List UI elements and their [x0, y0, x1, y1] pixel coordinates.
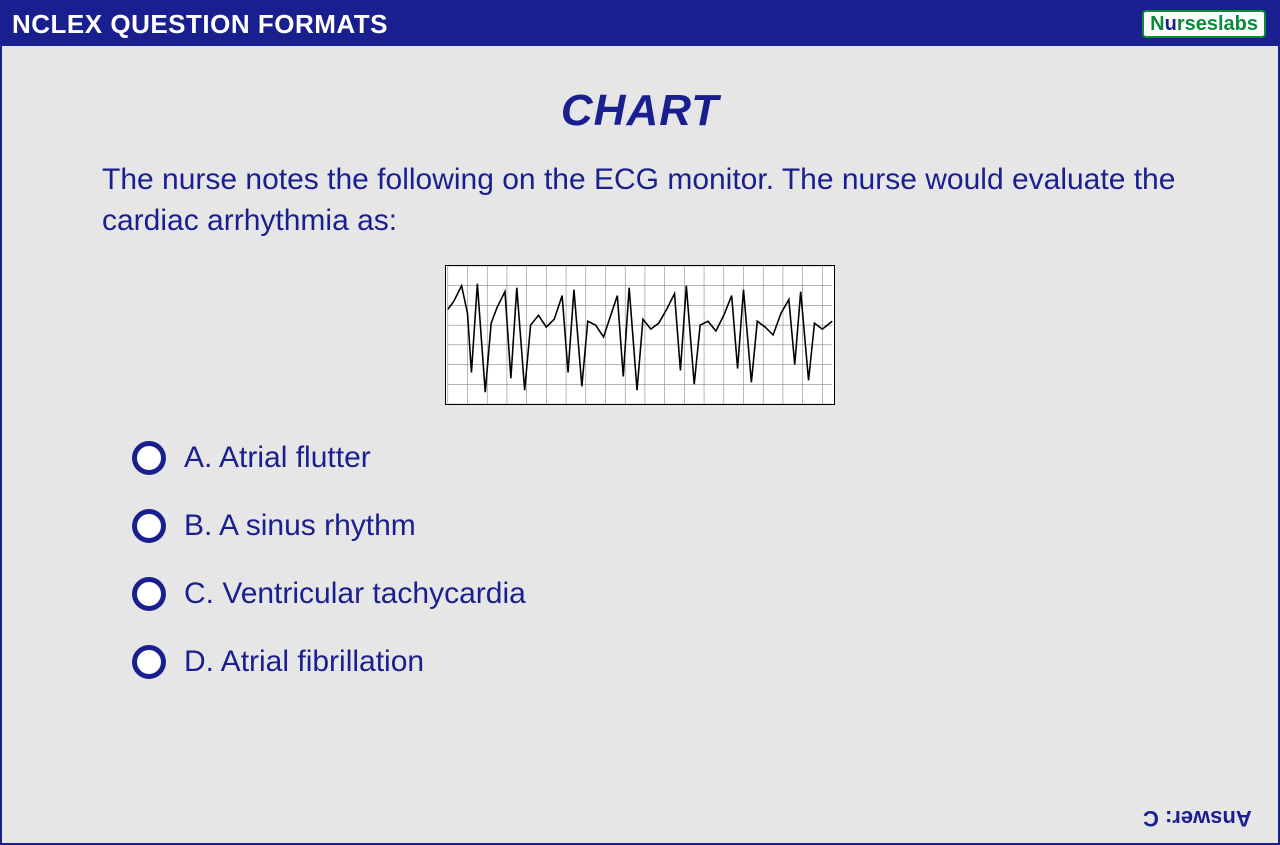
radio-icon[interactable] — [132, 441, 166, 475]
ecg-container — [82, 265, 1198, 405]
option-label: C. Ventricular tachycardia — [184, 577, 526, 611]
section-label: CHART — [82, 86, 1198, 136]
option-label: B. A sinus rhythm — [184, 509, 416, 543]
nurseslabs-logo: Nurseslabs — [1142, 10, 1266, 38]
ecg-chart — [445, 265, 835, 405]
option-label: A. Atrial flutter — [184, 441, 371, 475]
option-b[interactable]: B. A sinus rhythm — [132, 509, 1198, 543]
option-a[interactable]: A. Atrial flutter — [132, 441, 1198, 475]
ecg-waveform — [448, 284, 832, 392]
options-list: A. Atrial flutter B. A sinus rhythm C. V… — [132, 441, 1198, 679]
radio-icon[interactable] — [132, 645, 166, 679]
question-text: The nurse notes the following on the ECG… — [102, 160, 1178, 241]
option-d[interactable]: D. Atrial fibrillation — [132, 645, 1198, 679]
content-area: CHART The nurse notes the following on t… — [2, 46, 1278, 679]
logo-prefix: N — [1150, 13, 1164, 35]
ecg-grid — [448, 266, 832, 404]
radio-icon[interactable] — [132, 509, 166, 543]
option-c[interactable]: C. Ventricular tachycardia — [132, 577, 1198, 611]
header-title: NCLEX QUESTION FORMATS — [12, 9, 388, 40]
option-label: D. Atrial fibrillation — [184, 645, 424, 679]
logo-u: u — [1165, 13, 1177, 35]
logo-suffix: rseslabs — [1177, 13, 1258, 35]
header-bar: NCLEX QUESTION FORMATS Nurseslabs — [2, 2, 1278, 46]
answer-key: Answer: C — [1143, 805, 1252, 831]
radio-icon[interactable] — [132, 577, 166, 611]
